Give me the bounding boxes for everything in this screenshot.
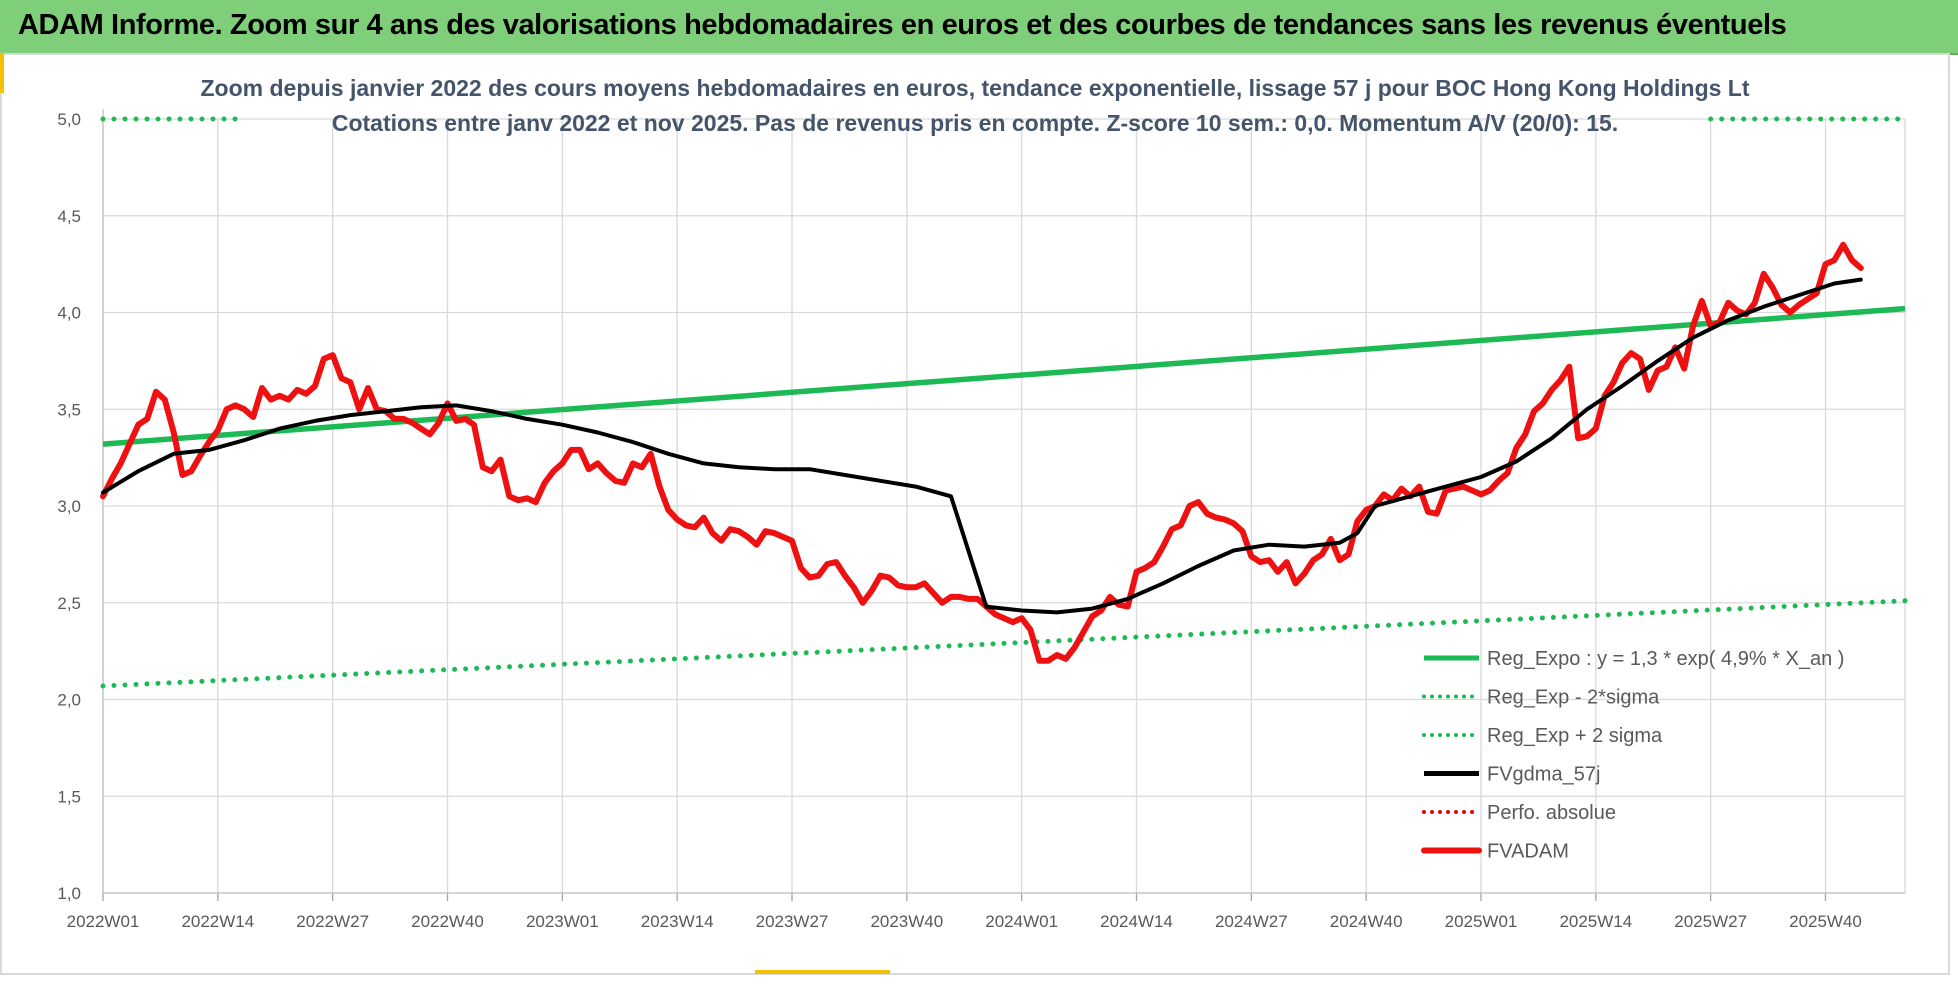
bottom-marker — [755, 970, 890, 974]
legend-label: Reg_Exp - 2*sigma — [1487, 687, 1660, 709]
series-reg-exp-minus-2sigma — [103, 601, 1905, 686]
x-tick-label: 2022W01 — [67, 912, 140, 931]
y-tick-label: 2,5 — [57, 594, 81, 613]
x-tick-label: 2025W40 — [1789, 912, 1862, 931]
y-tick-label: 1,5 — [57, 787, 81, 806]
x-tick-label: 2022W27 — [296, 912, 369, 931]
y-tick-label: 2,0 — [57, 691, 81, 710]
y-tick-label: 1,0 — [57, 884, 81, 903]
x-tick-label: 2023W40 — [870, 912, 943, 931]
legend-label: Reg_Expo : y = 1,3 * exp( 4,9% * X_an ) — [1487, 648, 1844, 670]
x-tick-label: 2024W27 — [1215, 912, 1288, 931]
chart-frame: 1,0 1,5 2,0 2,5 3,0 3,5 4,0 4,5 5,0 2022W01 2022W1… — [0, 53, 1950, 975]
y-tick-label: 5,0 — [57, 110, 81, 129]
x-tick-label: 2025W01 — [1445, 912, 1518, 931]
x-tick-label: 2023W27 — [756, 912, 829, 931]
y-tick-label: 4,0 — [57, 304, 81, 323]
x-tick-label: 2025W27 — [1674, 912, 1747, 931]
y-tick-label: 3,5 — [57, 400, 81, 419]
x-tick-label: 2023W01 — [526, 912, 599, 931]
x-tick-label: 2024W14 — [1100, 912, 1173, 931]
x-tick-label: 2022W14 — [181, 912, 254, 931]
chart-title-line: Cotations entre janv 2022 et nov 2025. P… — [332, 110, 1618, 136]
x-tick-label: 2023W14 — [641, 912, 714, 931]
report-title: ADAM Informe. Zoom sur 4 ans des valoris… — [18, 9, 1786, 42]
x-tick-label: 2022W40 — [411, 912, 484, 931]
line-chart: 1,0 1,5 2,0 2,5 3,0 3,5 4,0 4,5 5,0 2022W01 2022W1… — [2, 55, 1948, 973]
legend-label: Perfo. absolue — [1487, 802, 1616, 824]
y-tick-label: 3,0 — [57, 497, 81, 516]
legend-label: FVgdma_57j — [1487, 764, 1600, 786]
left-top-marker — [0, 53, 4, 93]
report-banner: ADAM Informe. Zoom sur 4 ans des valoris… — [0, 0, 1958, 55]
x-tick-label: 2025W14 — [1559, 912, 1632, 931]
x-tick-label: 2024W01 — [985, 912, 1058, 931]
chart-title-line: Zoom depuis janvier 2022 des cours moyen… — [200, 75, 1749, 101]
legend-label: FVADAM — [1487, 841, 1569, 863]
x-tick-label: 2024W40 — [1330, 912, 1403, 931]
legend-label: Reg_Exp + 2 sigma — [1487, 725, 1663, 747]
y-tick-label: 4,5 — [57, 207, 81, 226]
